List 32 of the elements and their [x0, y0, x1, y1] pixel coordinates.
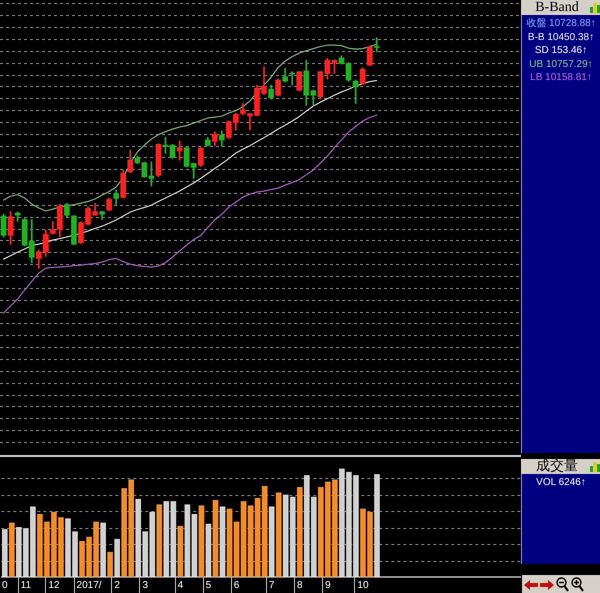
bar	[107, 552, 113, 577]
bar	[100, 522, 106, 577]
bar	[198, 505, 204, 577]
x-tick-label: 5	[206, 580, 212, 591]
bar	[206, 524, 212, 577]
bar	[296, 487, 303, 577]
bar	[276, 492, 282, 577]
x-tick-label: 2	[114, 580, 120, 591]
bar	[212, 500, 218, 577]
x-tick-label: 11	[20, 580, 32, 591]
x-tick-label: 12	[48, 580, 60, 591]
legend-title: 成交量	[535, 459, 579, 474]
x-tick-label: 6	[234, 580, 240, 591]
x-tick-label: 10	[357, 580, 369, 591]
bar	[220, 506, 226, 577]
x-tick-label: 0	[2, 580, 8, 591]
x-tick-label: 4	[178, 580, 184, 591]
bar	[8, 522, 15, 577]
bar	[114, 538, 120, 577]
x-tick-label: 8	[296, 580, 303, 591]
candlestick	[176, 140, 182, 160]
x-tick-label: 3	[142, 580, 148, 591]
x-tick-label: 2017/	[76, 580, 102, 591]
bar	[2, 529, 8, 577]
candlestick	[352, 80, 358, 104]
x-tick-label: 9	[325, 580, 332, 591]
bar	[178, 526, 184, 577]
bar	[374, 474, 380, 577]
text: VOL 6246↑	[536, 477, 586, 488]
bar	[268, 506, 274, 577]
x-tick-label: 7	[268, 580, 275, 591]
bar	[156, 504, 162, 577]
